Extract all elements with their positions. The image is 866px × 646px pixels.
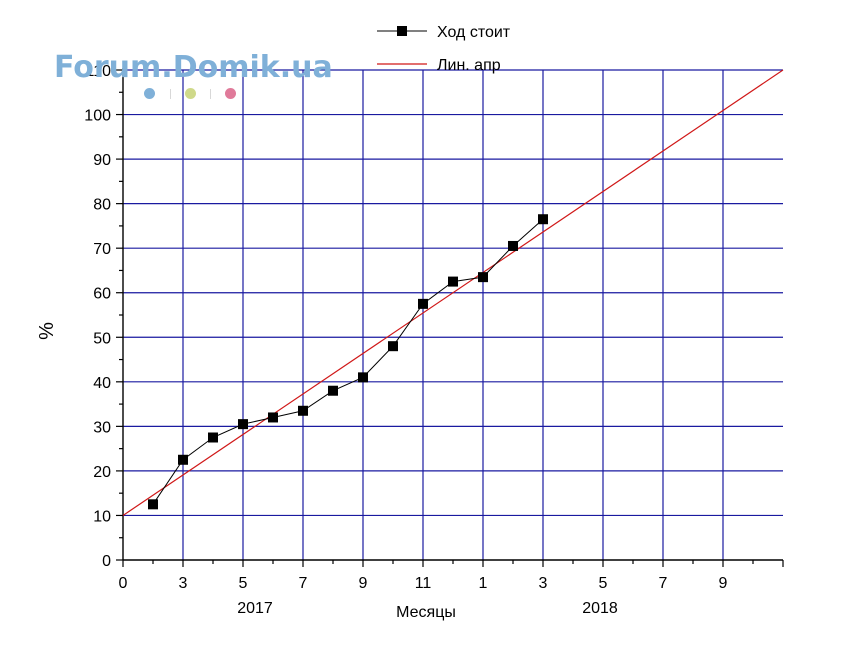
legend-label-series: Ход стоит [437, 24, 511, 41]
data-point [328, 385, 338, 396]
y-tick-label: 70 [93, 241, 111, 258]
grid [123, 69, 783, 560]
x-tick-label: 5 [599, 575, 608, 592]
y-tick-label: 50 [93, 330, 111, 347]
data-point [208, 432, 218, 443]
data-point [178, 454, 188, 465]
legend-label-fit: Лин. апр [437, 57, 501, 74]
x-tick-label: 9 [359, 575, 368, 592]
watermark-dot-pink [225, 88, 236, 99]
y-tick-label: 30 [93, 419, 111, 436]
y-tick-label: 10 [93, 508, 111, 525]
y-tick-label: 60 [93, 286, 111, 303]
y-tick-label: 40 [93, 375, 111, 392]
data-point [388, 341, 398, 352]
fit-line [122, 69, 784, 516]
x-tick-label: 7 [659, 575, 668, 592]
data-point [508, 240, 518, 251]
data-point [448, 276, 458, 287]
data-point [148, 499, 158, 510]
x-axis-label: Месяцы [396, 604, 456, 621]
series-markers [148, 214, 548, 510]
data-point [538, 214, 548, 225]
y-tick-label: 0 [102, 553, 111, 570]
watermark-dot-green [185, 88, 196, 99]
series-line [152, 218, 544, 505]
y-tick-label: 110 [85, 63, 111, 80]
data-point [268, 412, 278, 423]
y-tick-label: 90 [93, 152, 111, 169]
x-tick-label: 0 [119, 575, 128, 592]
watermark-dot-blue [144, 88, 155, 99]
data-point [358, 372, 368, 383]
watermark-logo: Forum.Domik.ua [54, 50, 333, 85]
y-tick-label: 80 [93, 197, 111, 214]
y-axis-label: % [36, 322, 58, 340]
year-label: 2018 [582, 600, 618, 617]
year-label: 2017 [237, 600, 273, 617]
x-tick-label: 3 [179, 575, 188, 592]
x-tick-label: 3 [539, 575, 548, 592]
data-point [418, 298, 428, 309]
x-tick-label: 5 [239, 575, 248, 592]
x-tick-label: 7 [299, 575, 308, 592]
x-tick-label: 1 [479, 575, 488, 592]
legend-marker-series [397, 26, 407, 36]
y-tick-label: 100 [84, 108, 111, 125]
data-point [478, 272, 488, 283]
data-point [298, 405, 308, 416]
data-point [238, 419, 248, 430]
x-tick-label: 11 [415, 575, 432, 592]
y-tick-label: 20 [93, 464, 111, 481]
x-tick-label: 9 [719, 575, 728, 592]
